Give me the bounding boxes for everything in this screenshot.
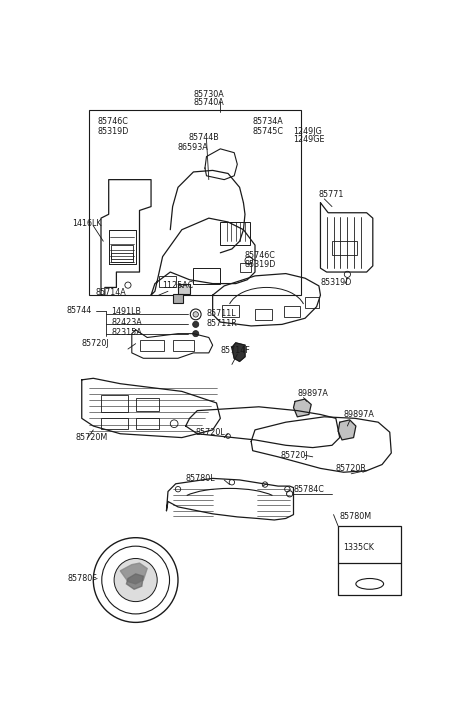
Polygon shape [126, 574, 143, 590]
Text: 1249JG: 1249JG [293, 126, 322, 136]
Text: 85711R: 85711R [206, 319, 237, 328]
Text: 85319D: 85319D [320, 278, 351, 287]
Bar [111, 245, 132, 262]
Text: 85784C: 85784C [293, 485, 324, 494]
Text: 85711L: 85711L [206, 309, 235, 318]
Text: 85319D: 85319D [97, 126, 128, 136]
Text: 85714A: 85714A [95, 289, 126, 297]
Text: 1249GE: 1249GE [293, 135, 325, 144]
Text: 82315A: 82315A [111, 328, 141, 337]
Bar [254, 309, 271, 320]
Text: 89897A: 89897A [297, 389, 328, 398]
Text: 85720J: 85720J [280, 451, 308, 459]
Text: 1491LB: 1491LB [111, 307, 141, 316]
Text: 85746C: 85746C [245, 251, 275, 260]
Bar [337, 526, 400, 595]
Text: 85734A: 85734A [252, 117, 283, 126]
Bar [158, 276, 175, 287]
Text: 82423A: 82423A [111, 318, 141, 326]
Text: 85744B: 85744B [188, 133, 218, 142]
Bar [135, 418, 158, 429]
Bar [111, 253, 132, 259]
Bar [135, 398, 158, 411]
Text: 85319D: 85319D [245, 260, 276, 269]
Text: 85744: 85744 [66, 306, 91, 315]
Polygon shape [231, 343, 245, 361]
Text: 85746C: 85746C [97, 117, 128, 126]
Circle shape [193, 312, 198, 317]
Bar [331, 241, 356, 255]
Circle shape [192, 321, 198, 327]
Text: 85780F: 85780F [68, 574, 97, 583]
Polygon shape [293, 399, 311, 417]
Circle shape [192, 331, 198, 337]
Bar [304, 297, 318, 308]
Text: 85720J: 85720J [82, 340, 109, 348]
Bar [239, 262, 251, 272]
Circle shape [114, 558, 157, 602]
Bar [101, 418, 128, 429]
Polygon shape [337, 420, 355, 440]
Text: 85780M: 85780M [339, 513, 371, 521]
Bar [220, 222, 249, 245]
Text: 1416LK: 1416LK [73, 219, 102, 228]
Text: 85730A: 85730A [193, 90, 224, 100]
Polygon shape [120, 563, 147, 584]
Bar [193, 268, 220, 284]
Text: 1335CK: 1335CK [342, 543, 373, 553]
Text: 85714F: 85714F [220, 346, 250, 355]
Text: 1125AC: 1125AC [162, 281, 193, 290]
Text: 85771: 85771 [318, 190, 343, 198]
Text: 85720R: 85720R [335, 464, 366, 473]
Bar [221, 305, 238, 318]
Text: 85780L: 85780L [185, 474, 215, 483]
Bar [172, 340, 194, 350]
Bar [172, 294, 183, 303]
Text: 85745C: 85745C [252, 126, 283, 136]
Bar [89, 111, 301, 295]
Text: 85740A: 85740A [193, 98, 224, 107]
Bar [139, 340, 164, 350]
Bar [101, 395, 128, 412]
Text: 89897A: 89897A [343, 410, 374, 419]
Text: 85720M: 85720M [75, 433, 107, 442]
Text: 86593A: 86593A [178, 142, 208, 152]
Text: 85720L: 85720L [195, 427, 225, 437]
Bar [284, 306, 299, 317]
Circle shape [190, 309, 201, 320]
Bar [178, 284, 190, 294]
